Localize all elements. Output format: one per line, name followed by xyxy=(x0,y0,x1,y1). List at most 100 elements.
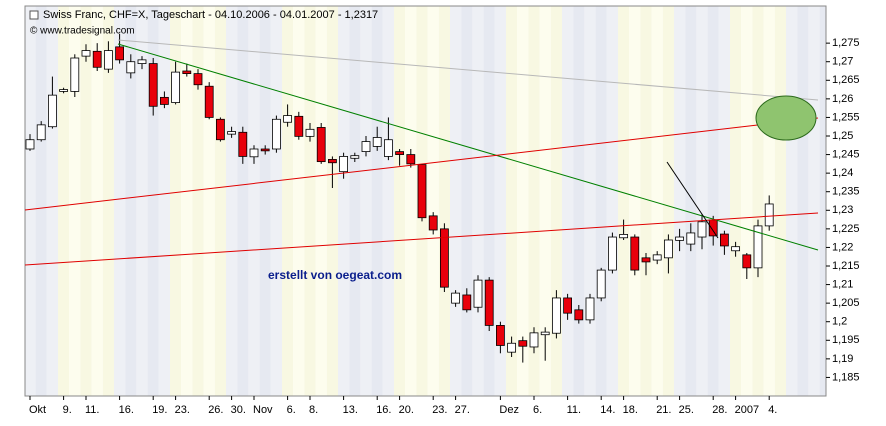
candle-body xyxy=(507,342,517,353)
stripe xyxy=(707,6,719,396)
candle-body xyxy=(764,203,774,227)
stripe xyxy=(483,6,495,396)
x-tick-label: 26. xyxy=(208,404,223,416)
stripe xyxy=(718,6,730,396)
stripe xyxy=(226,6,238,396)
y-tick-label: 1,21 xyxy=(832,278,853,290)
candle-body xyxy=(596,269,606,299)
stripe xyxy=(136,6,148,396)
x-tick-label: 19. xyxy=(152,404,167,416)
stripe xyxy=(125,6,137,396)
candle-body xyxy=(664,239,673,259)
stripe xyxy=(326,6,338,396)
stripe xyxy=(472,6,484,396)
candle-body xyxy=(417,164,427,219)
stripe xyxy=(25,6,36,396)
stripe xyxy=(461,6,473,396)
y-tick-label: 1,225 xyxy=(832,223,860,235)
candles xyxy=(25,33,774,363)
candle-body xyxy=(585,297,595,321)
candle-body xyxy=(731,246,740,252)
title-icon xyxy=(29,10,39,20)
y-tick-label: 1,24 xyxy=(832,167,853,179)
y-tick-label: 1,185 xyxy=(832,371,860,383)
stripe xyxy=(158,6,170,396)
x-tick-label: 4. xyxy=(768,404,777,416)
stripe xyxy=(35,6,47,396)
candle-body xyxy=(70,57,80,92)
stripe xyxy=(147,6,159,396)
stripe xyxy=(651,6,663,396)
x-tick-label: 2007 xyxy=(735,404,759,416)
stripes xyxy=(25,6,826,396)
stripe xyxy=(394,6,406,396)
annotation: erstellt von oegeat.com xyxy=(268,268,402,282)
stripe xyxy=(338,6,350,396)
candle-body xyxy=(283,115,293,123)
stripe xyxy=(91,6,103,396)
stripe xyxy=(696,6,708,396)
candle-body xyxy=(182,70,192,74)
y-tick-label: 1,205 xyxy=(832,297,860,309)
stripe xyxy=(797,6,809,396)
drawings xyxy=(24,39,819,266)
stripe xyxy=(685,6,697,396)
candle-body xyxy=(215,118,225,141)
stripe xyxy=(506,6,518,396)
candle-body xyxy=(686,232,696,245)
y-tick-label: 1,26 xyxy=(832,93,853,105)
y-tick-label: 1,215 xyxy=(832,260,860,272)
candle-body xyxy=(383,139,393,157)
stripe xyxy=(315,6,327,396)
x-tick-label: 16. xyxy=(119,404,134,416)
candle-body xyxy=(36,124,46,141)
stripe xyxy=(371,6,383,396)
candle-body xyxy=(59,89,68,92)
candle-body xyxy=(473,279,483,308)
y-tick-label: 1,235 xyxy=(832,186,860,198)
candle-body xyxy=(249,148,259,158)
stripe xyxy=(203,6,215,396)
stripe xyxy=(741,6,753,396)
stripe xyxy=(674,6,686,396)
candle-body xyxy=(484,279,494,326)
candle-body xyxy=(339,156,349,173)
stripe xyxy=(237,6,249,396)
candle-body xyxy=(462,294,472,311)
stripe xyxy=(360,6,372,396)
stripe xyxy=(259,6,271,396)
y-tick-label: 1,195 xyxy=(832,334,860,346)
x-tick-label: Dez xyxy=(499,404,519,416)
candle-body xyxy=(406,154,416,165)
candle-body xyxy=(529,332,539,348)
candle-body xyxy=(608,236,617,271)
stripe xyxy=(640,6,652,396)
chart-subtitle: © www.tradesignal.com xyxy=(30,26,135,37)
stripe xyxy=(69,6,81,396)
stripe xyxy=(595,6,607,396)
y-tick-label: 1,27 xyxy=(832,56,853,68)
stripe xyxy=(550,6,562,396)
y-tick-label: 1,23 xyxy=(832,204,853,216)
candle-body xyxy=(540,331,550,336)
candle-body xyxy=(227,131,237,135)
x-tick-label: 23. xyxy=(175,404,190,416)
candle-body xyxy=(552,297,561,334)
candle-body xyxy=(574,309,584,321)
candle-body xyxy=(428,215,438,231)
stripe xyxy=(438,6,450,396)
trend-line xyxy=(117,43,819,251)
stripe xyxy=(293,6,305,396)
candle-body xyxy=(294,115,304,137)
x-tick-label: 23. xyxy=(432,404,447,416)
stripe xyxy=(270,6,282,396)
x-tick-label: 13. xyxy=(343,404,358,416)
candle-body xyxy=(742,254,752,269)
stripe xyxy=(214,6,226,396)
stripe xyxy=(46,6,58,396)
x-tick-label: 9. xyxy=(63,404,72,416)
trend-line xyxy=(24,117,819,211)
stripe xyxy=(80,6,92,396)
candle-body xyxy=(675,236,684,241)
stripe xyxy=(539,6,551,396)
